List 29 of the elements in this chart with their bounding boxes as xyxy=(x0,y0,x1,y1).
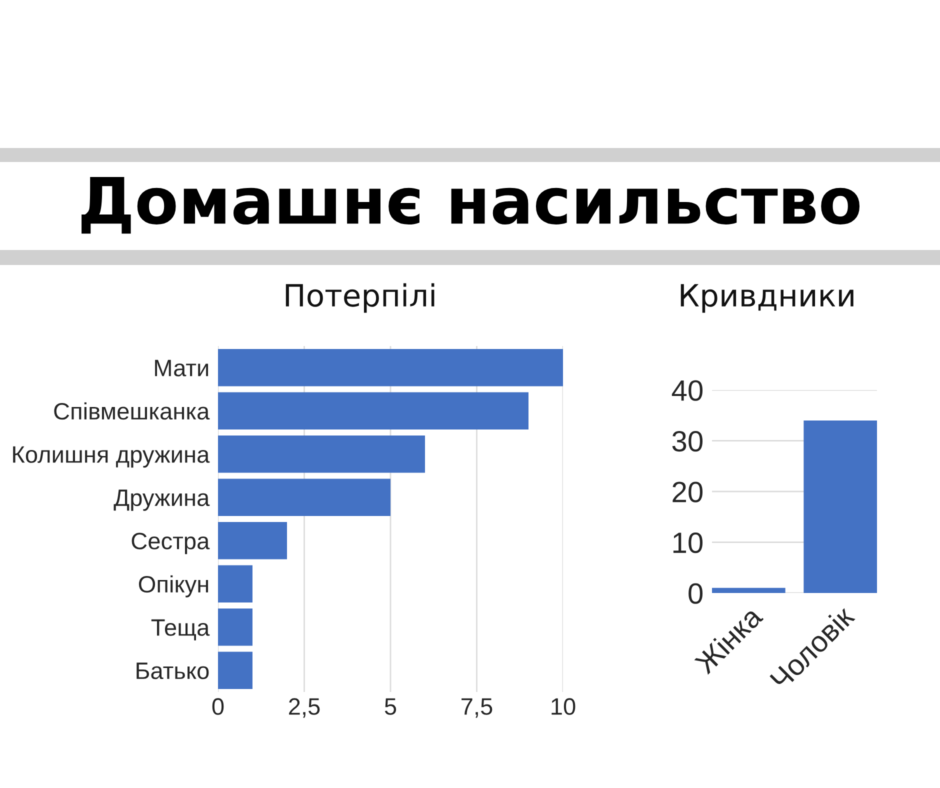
y-tick-label: 0 xyxy=(688,583,703,604)
x-tick-label: 7,5 xyxy=(462,698,492,718)
y-tick-label: Опікун xyxy=(138,575,208,598)
bar xyxy=(218,392,528,430)
y-tick-label: Сестра xyxy=(132,532,210,554)
y-tick-label: 10 xyxy=(673,532,703,554)
bar xyxy=(218,565,252,602)
y-tick-label: Дружина xyxy=(114,490,210,511)
bar xyxy=(218,436,425,473)
y-tick-label: 20 xyxy=(672,482,703,502)
chart-title: Потерпілі xyxy=(286,283,434,313)
bar xyxy=(218,478,390,516)
y-tick-label: 30 xyxy=(672,430,703,452)
y-tick-label: Батько xyxy=(136,662,209,680)
bar xyxy=(218,608,252,646)
x-tick-label: 10 xyxy=(552,698,576,715)
bar xyxy=(218,349,563,386)
y-tick-label: Колишня дружина xyxy=(13,446,210,468)
x-tick-label: 5 xyxy=(384,698,396,715)
x-tick-label: 0 xyxy=(212,698,224,715)
y-tick-label: Мати xyxy=(155,360,208,376)
chart-title: Кривдники xyxy=(680,284,854,313)
x-tick-label: 2,5 xyxy=(289,698,320,718)
bar xyxy=(218,652,252,689)
y-tick-label: Теща xyxy=(151,619,210,640)
bar xyxy=(218,522,287,560)
y-tick-label: Співмешканка xyxy=(54,402,210,420)
y-tick-label: 40 xyxy=(672,380,703,401)
text: Домашнє насильство xyxy=(82,177,860,234)
